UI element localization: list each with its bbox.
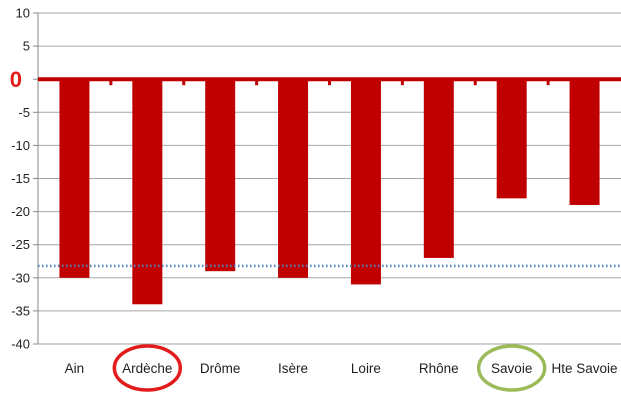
y-tick-label: -20 xyxy=(11,204,30,219)
y-tick-label: -30 xyxy=(11,270,30,285)
y-tick-label: -40 xyxy=(11,337,30,352)
bar xyxy=(496,79,527,199)
y-tick-label: -10 xyxy=(11,138,30,153)
highlight-circle xyxy=(476,344,547,392)
y-tick-labels: 10 5 -5 -10 -15 -20 -25 -30 -35 -40 xyxy=(11,6,30,352)
axes xyxy=(33,12,621,345)
category-label: Isère xyxy=(278,361,308,376)
bar xyxy=(132,79,163,305)
category-label: Ardèche xyxy=(122,361,172,376)
gridlines xyxy=(38,12,621,345)
y-tick-label: -35 xyxy=(11,303,30,318)
category-label: Savoie xyxy=(491,361,532,376)
bar xyxy=(423,79,454,258)
category-label: Rhône xyxy=(419,361,459,376)
y-tick-label: 10 xyxy=(16,6,30,21)
bars xyxy=(59,79,600,305)
y-tick-label: -15 xyxy=(11,171,30,186)
category-label: Ain xyxy=(65,361,85,376)
category-label: Drôme xyxy=(200,361,241,376)
category-labels: Ain Ardèche Drôme Isère Loire Rhône Savoie Hte … xyxy=(65,361,618,376)
bar xyxy=(59,79,90,278)
y-tick-label: 5 xyxy=(23,39,30,54)
highlight-circle xyxy=(112,344,183,392)
bar xyxy=(278,79,309,278)
category-label: Loire xyxy=(351,361,381,376)
category-label: Hte Savoie xyxy=(552,361,618,376)
bar xyxy=(350,79,381,285)
y-tick-label: -5 xyxy=(18,105,30,120)
y-tick-label: -25 xyxy=(11,237,30,252)
bar xyxy=(205,79,236,272)
bar xyxy=(569,79,600,205)
overlays: 0 xyxy=(10,67,621,392)
zero-label: 0 xyxy=(10,67,22,92)
